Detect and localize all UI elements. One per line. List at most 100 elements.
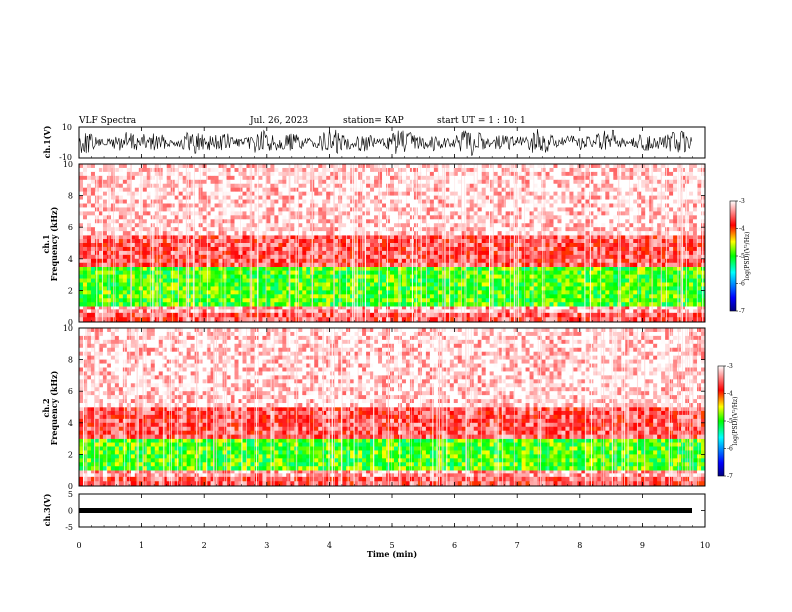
spectrogram-cell bbox=[689, 183, 694, 188]
spectrogram-cell bbox=[174, 167, 179, 173]
spectrogram-cell bbox=[645, 270, 650, 275]
spectrogram-cell bbox=[577, 274, 582, 279]
spectrogram-cell bbox=[561, 167, 566, 173]
spectrogram-cell bbox=[629, 243, 634, 248]
spectrogram-cell bbox=[358, 290, 363, 295]
spectrogram-cell bbox=[378, 199, 383, 204]
spectrogram-cell bbox=[689, 286, 694, 291]
spectrogram-cell bbox=[477, 254, 483, 260]
spectrogram-cell bbox=[254, 164, 259, 169]
spectrogram-cell bbox=[198, 306, 203, 310]
spectrogram-cell bbox=[98, 167, 104, 173]
spectrogram-cell bbox=[685, 266, 690, 271]
spectrogram-cell bbox=[653, 175, 658, 181]
spectrogram-cell bbox=[633, 179, 638, 185]
spectrogram-cell bbox=[122, 195, 128, 200]
spectrogram-cell bbox=[254, 191, 259, 196]
spectrogram-cell bbox=[669, 167, 674, 173]
spectrogram-cell bbox=[673, 179, 678, 185]
spectrogram-cell bbox=[206, 317, 211, 323]
spectrogram-cell bbox=[689, 246, 694, 252]
spectrogram-cell bbox=[298, 266, 303, 271]
spectrogram-cell bbox=[318, 195, 323, 200]
spectrogram-cell bbox=[266, 282, 271, 287]
spectrogram-cell bbox=[386, 302, 391, 307]
spectrogram-cell bbox=[366, 266, 371, 271]
spectrogram-cell bbox=[581, 243, 586, 248]
spectrogram-cell bbox=[517, 317, 522, 323]
spectrogram-cell bbox=[278, 179, 283, 185]
spectrogram-cell bbox=[166, 250, 172, 256]
spectrogram-cell bbox=[142, 254, 148, 260]
spectrogram-cell bbox=[134, 298, 140, 303]
spectrogram-cell bbox=[322, 274, 327, 279]
spectrogram-cell bbox=[449, 167, 455, 173]
spectrogram-cell bbox=[573, 195, 578, 200]
spectrogram-cell bbox=[453, 235, 459, 240]
spectrogram-cell bbox=[637, 167, 642, 173]
spectrogram-cell bbox=[102, 298, 108, 303]
spectrogram-cell bbox=[194, 294, 199, 299]
spectrogram-cell bbox=[421, 179, 427, 185]
spectrogram-cell bbox=[513, 164, 518, 169]
spectrogram-cell bbox=[477, 167, 483, 173]
spectrogram-cell bbox=[114, 286, 120, 291]
spectrogram-cell bbox=[326, 183, 331, 188]
spectrogram-cell bbox=[517, 235, 522, 240]
spectrogram-cell bbox=[689, 262, 694, 267]
spectrogram-cell bbox=[497, 250, 502, 256]
spectrogram-cell bbox=[421, 187, 427, 192]
spectrogram-cell bbox=[166, 254, 172, 260]
spectrogram-cell bbox=[485, 258, 490, 264]
spectrogram-cell bbox=[605, 286, 610, 291]
spectrogram-cell bbox=[230, 195, 235, 200]
spectrogram-cell bbox=[593, 282, 598, 287]
spectrogram-cell bbox=[378, 183, 383, 188]
spectrogram-cell bbox=[206, 302, 211, 307]
spectrogram-cell bbox=[246, 286, 251, 291]
spectrogram-cell bbox=[649, 306, 654, 310]
spectrogram-cell bbox=[637, 270, 642, 275]
spectrogram-cell bbox=[485, 302, 490, 307]
spectrogram-cell bbox=[158, 274, 164, 279]
spectrogram-cell bbox=[693, 243, 698, 248]
spectrogram-cell bbox=[306, 167, 311, 173]
spectrogram-cell bbox=[577, 191, 582, 196]
spectrogram-cell bbox=[457, 312, 463, 318]
spectrogram-cell bbox=[569, 195, 574, 200]
spectrogram-cell bbox=[585, 191, 590, 196]
spectrogram-cell bbox=[485, 254, 490, 260]
spectrogram-cell bbox=[437, 274, 443, 279]
spectrogram-cell bbox=[98, 195, 104, 200]
spectrogram-cell bbox=[262, 317, 267, 323]
spectrogram-cell bbox=[529, 298, 534, 303]
spectrogram-cell bbox=[681, 294, 686, 299]
spectrogram-cell bbox=[549, 164, 554, 169]
spectrogram-cell bbox=[641, 183, 646, 188]
spectrogram-cell bbox=[306, 274, 311, 279]
spectrogram-cell bbox=[190, 302, 195, 307]
spectrogram-cell bbox=[314, 195, 319, 200]
spectrogram-cell bbox=[326, 302, 331, 307]
spectrogram-cell bbox=[382, 262, 387, 267]
spectrogram-cell bbox=[194, 262, 199, 267]
spectrogram-cell bbox=[370, 258, 375, 264]
spectrogram-cell bbox=[653, 191, 658, 196]
spectrogram-cell bbox=[585, 243, 590, 248]
spectrogram-cell bbox=[90, 282, 96, 287]
spectrogram-cell bbox=[246, 309, 251, 313]
spectrogram-cell bbox=[258, 179, 263, 185]
spectrogram-cell bbox=[689, 317, 694, 323]
spectrogram-cell bbox=[162, 312, 168, 318]
spectrogram-cell bbox=[334, 317, 339, 323]
spectrogram-cell bbox=[577, 290, 582, 295]
spectrogram-cell bbox=[613, 179, 618, 185]
spectrogram-cell bbox=[525, 239, 530, 244]
spectrogram-cell bbox=[537, 179, 542, 185]
spectrogram-cell bbox=[230, 239, 235, 244]
spectrogram-cell bbox=[589, 298, 594, 303]
spectrogram-cell bbox=[258, 254, 263, 260]
spectrogram-cell bbox=[641, 246, 646, 252]
spectrogram-cell bbox=[433, 286, 439, 291]
spectrogram-cell bbox=[637, 195, 642, 200]
